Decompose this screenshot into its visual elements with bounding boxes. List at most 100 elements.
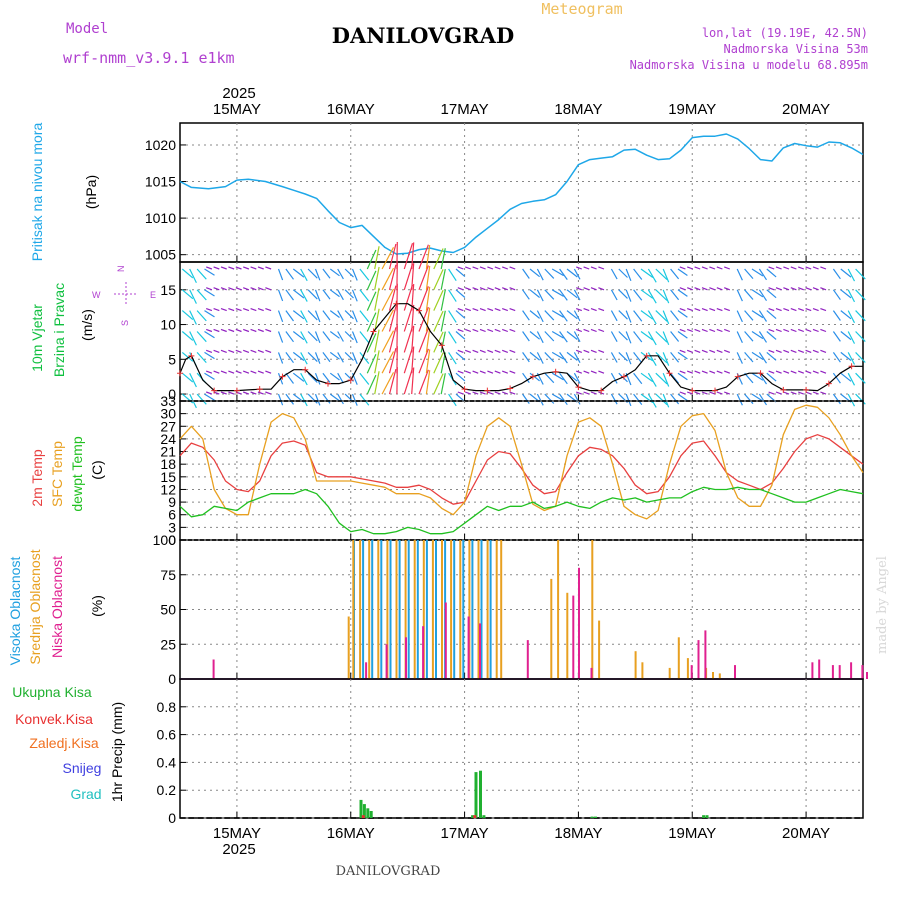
wind-arrow xyxy=(610,331,618,342)
cloud-bar xyxy=(385,644,388,680)
cloud-bar xyxy=(395,540,398,679)
wind-arrow xyxy=(751,330,764,340)
model-elevation-label: Nadmorska Visina u modelu 68.895m xyxy=(630,58,868,72)
wind-arrow xyxy=(494,328,501,333)
wind-arrow xyxy=(337,393,344,405)
wind-arrow xyxy=(559,372,568,385)
wind-arrow xyxy=(709,308,716,312)
precip-ytick-label: 0 xyxy=(168,810,176,826)
wind-arrow xyxy=(189,289,197,304)
wind-arrow xyxy=(590,370,597,374)
wind-arrow xyxy=(677,393,688,402)
wind-arrow xyxy=(403,347,414,374)
wind-arrow xyxy=(583,266,590,270)
wind-arrow xyxy=(618,331,628,341)
wind-arrow xyxy=(768,349,775,353)
wind-arrow xyxy=(285,393,294,405)
wind-arrow xyxy=(472,287,479,291)
wind-arrow xyxy=(559,352,568,364)
wind-arrow xyxy=(359,310,370,323)
cloud-bar xyxy=(590,667,593,679)
wind-arrow xyxy=(840,289,852,299)
wind-gust-mark xyxy=(712,387,719,394)
wind-arrow xyxy=(292,268,305,278)
wind-arrow xyxy=(381,330,395,353)
wind-arrow xyxy=(694,370,701,374)
precip-bar xyxy=(366,808,370,818)
wind-arrow xyxy=(509,328,516,333)
wind-arrow xyxy=(679,370,686,374)
wind-arrow xyxy=(694,328,701,333)
cloud-bar xyxy=(359,540,362,679)
wind-arrow xyxy=(775,391,782,395)
wind-arrow xyxy=(235,328,242,333)
cloud-bar xyxy=(500,540,503,679)
wind-gust-mark xyxy=(734,373,741,380)
wind-arrow xyxy=(701,308,708,312)
wind-arrow xyxy=(790,349,797,353)
precip-frame xyxy=(179,678,864,819)
wind-arrow xyxy=(758,393,768,406)
wind-arrow xyxy=(509,370,516,374)
wind-arrow xyxy=(633,393,643,405)
wind-arrow xyxy=(766,289,777,299)
wind-arrow xyxy=(716,391,723,395)
wind-arrow xyxy=(440,331,446,353)
cloud-bar xyxy=(486,540,489,679)
wind-arrow xyxy=(522,310,530,321)
wind-arrow xyxy=(716,370,723,374)
wind-arrow xyxy=(359,372,370,385)
temp-dewpt-line xyxy=(179,486,864,535)
wind-arrow xyxy=(242,287,250,291)
wind-arrow xyxy=(300,331,308,344)
compass-s: S xyxy=(120,320,130,326)
model-label: Model xyxy=(66,21,108,37)
wind-arrow xyxy=(855,393,866,405)
cloud-bar xyxy=(453,540,456,679)
wind-arrow xyxy=(359,268,370,281)
wind-arrow xyxy=(686,391,694,395)
wind-arrow xyxy=(701,287,708,291)
wind-arrow xyxy=(292,351,305,361)
temp-ytick-label: 24 xyxy=(160,431,176,447)
wind-arrow xyxy=(440,373,446,395)
wind-arrow xyxy=(181,331,194,341)
wind-arrow xyxy=(501,328,509,333)
wind-arrow xyxy=(487,266,494,270)
precip-legend-label: Grad xyxy=(70,786,101,802)
wind-arrow xyxy=(374,371,380,395)
wind-arrow xyxy=(805,370,812,374)
wind-arrow xyxy=(374,350,380,374)
wind-arrow xyxy=(189,372,197,388)
wind-arrow xyxy=(736,268,743,281)
wind-arrow xyxy=(464,391,472,395)
wind-arrow xyxy=(610,289,618,301)
cloud-bar xyxy=(422,626,425,679)
wind-arrow xyxy=(840,372,852,382)
wind-arrow xyxy=(536,310,544,323)
wind-arrow xyxy=(551,372,564,381)
wind-arrow xyxy=(322,310,331,321)
wind-arrow xyxy=(351,393,358,406)
wind-arrow xyxy=(633,289,643,301)
wind-arrow xyxy=(566,289,578,299)
wind-arrow xyxy=(501,287,509,291)
cloud-bar xyxy=(404,540,407,679)
wind-arrow xyxy=(633,268,643,280)
wind-arrow xyxy=(583,349,590,353)
wind-arrow xyxy=(322,331,331,342)
wind-arrow xyxy=(411,242,415,270)
wind-arrow xyxy=(220,349,227,353)
wind-arrow xyxy=(455,289,466,298)
wind-arrow xyxy=(411,263,415,290)
wind-arrow xyxy=(575,308,583,312)
wind-arrow xyxy=(655,310,668,322)
wind-arrow xyxy=(509,266,516,270)
wind-arrow xyxy=(783,349,790,353)
wind-arrow xyxy=(277,352,284,364)
cloud-bar xyxy=(550,578,553,679)
wind-arrow xyxy=(257,308,264,312)
precip-bar xyxy=(473,815,477,818)
